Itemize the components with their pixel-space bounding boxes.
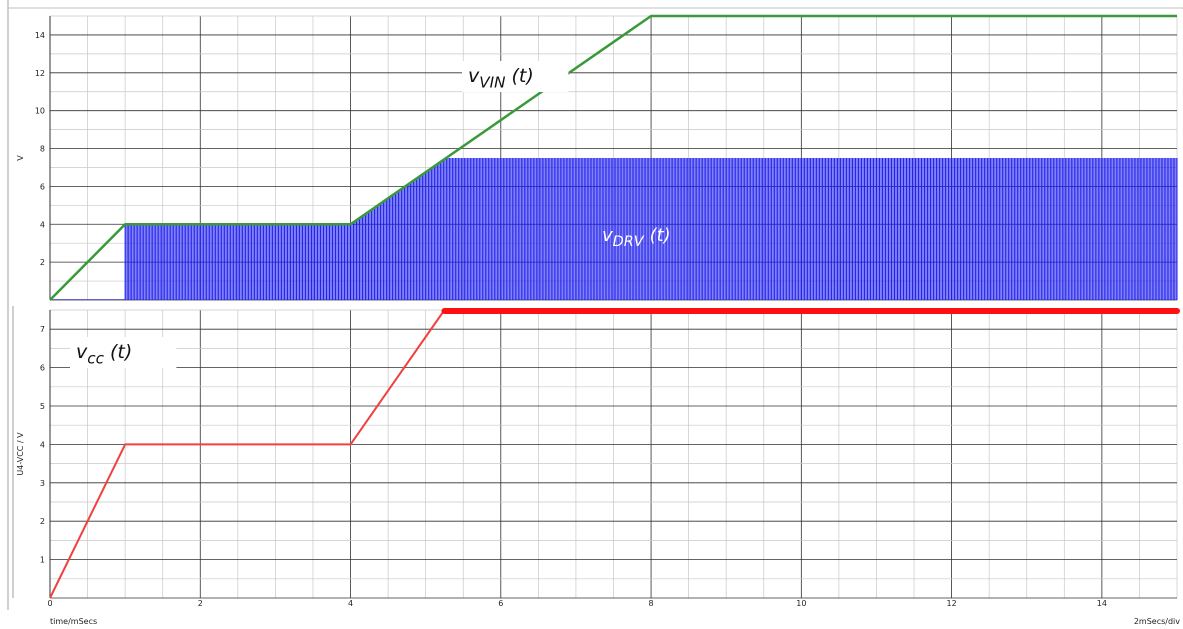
y-tick-label: 2 bbox=[40, 517, 45, 526]
y-tick-label: 10 bbox=[35, 107, 45, 116]
x-tick-label: 4 bbox=[348, 599, 353, 608]
x-axis-label: time/mSecs bbox=[50, 617, 97, 626]
y-tick-label: 2 bbox=[40, 258, 45, 267]
vcc-annotation-arg: (t) bbox=[110, 341, 132, 363]
y-tick-label: 14 bbox=[35, 31, 45, 40]
vin-annotation-subscript: VIN bbox=[479, 73, 505, 91]
y-tick-label: 12 bbox=[35, 69, 45, 78]
vin-annotation-base: v bbox=[468, 65, 480, 87]
y-tick-label: 7 bbox=[40, 325, 45, 334]
drv-annotation-arg: (t) bbox=[650, 225, 671, 246]
x-tick-label: 0 bbox=[47, 599, 52, 608]
x-tick-label: 8 bbox=[649, 599, 654, 608]
vcc-annotation-base: v bbox=[76, 341, 88, 363]
y-axis-label: V bbox=[16, 155, 25, 161]
vin-annotation-arg: (t) bbox=[511, 65, 533, 87]
time-scale-label: 2mSecs/div bbox=[1134, 617, 1180, 626]
drv-annotation-base: v bbox=[602, 225, 613, 246]
vcc-annotation-subscript: cc bbox=[87, 349, 104, 367]
x-tick-label: 12 bbox=[947, 599, 957, 608]
drv-annotation-subscript: DRV bbox=[613, 234, 645, 250]
y-tick-label: 5 bbox=[40, 402, 45, 411]
y-tick-label: 8 bbox=[40, 145, 45, 154]
y-tick-label: 6 bbox=[40, 182, 45, 191]
y-tick-label: 4 bbox=[40, 220, 45, 229]
y-tick-label: 4 bbox=[40, 440, 45, 449]
x-tick-label: 10 bbox=[796, 599, 806, 608]
x-tick-label: 2 bbox=[198, 599, 203, 608]
y-tick-label: 1 bbox=[40, 556, 45, 565]
y-tick-label: 3 bbox=[40, 479, 45, 488]
x-tick-label: 14 bbox=[1097, 599, 1107, 608]
top-panel-vin-drv: 2 4 6 8 10 12 14 V bbox=[16, 16, 1177, 300]
y-axis-label: U4-VCC / V bbox=[16, 432, 25, 476]
x-tick-label: 6 bbox=[498, 599, 503, 608]
y-tick-label: 6 bbox=[40, 364, 45, 373]
